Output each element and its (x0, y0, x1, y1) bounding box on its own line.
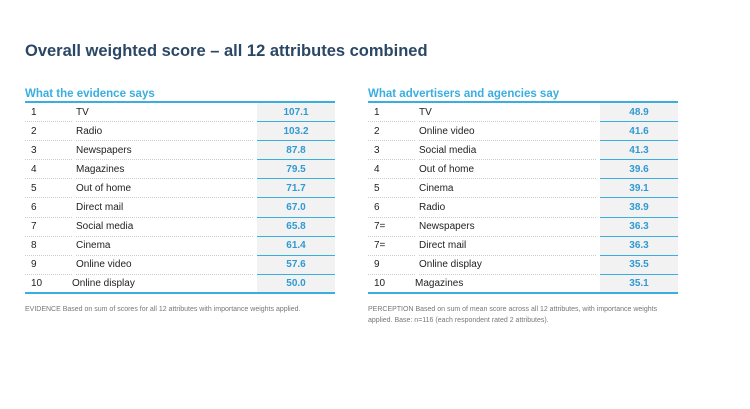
media-cell: Radio (419, 198, 596, 218)
rank-cell: 6 (368, 198, 415, 218)
rank-cell: 7= (368, 237, 415, 256)
score-cell: 50.0 (257, 274, 335, 294)
score-cell: 103.2 (257, 122, 335, 142)
table-row: 10 Online display 50.0 (25, 274, 335, 294)
perception-table: 1 TV 48.9 2 Online video 41.6 3 Social media 41.… (368, 103, 678, 294)
score-cell: 65.8 (257, 217, 335, 237)
perception-heading: What advertisers and agencies say (368, 88, 678, 103)
score-cell: 61.4 (257, 236, 335, 256)
score-cell: 79.5 (257, 160, 335, 180)
score-cell: 36.3 (600, 217, 678, 237)
table-row: 6 Radio 38.9 (368, 198, 678, 218)
table-row: 7 Social media 65.8 (25, 217, 335, 237)
rank-cell: 9 (25, 256, 72, 275)
media-cell: Magazines (415, 275, 600, 294)
rank-cell: 10 (25, 275, 72, 294)
media-cell: TV (76, 103, 253, 123)
table-row: 1 TV 48.9 (368, 103, 678, 123)
table-row: 7= Newspapers 36.3 (368, 217, 678, 237)
media-cell: Out of home (419, 160, 596, 180)
media-cell: Radio (76, 122, 253, 142)
perception-panel: What advertisers and agencies say 1 TV 48.… (368, 88, 678, 326)
media-cell: Online video (419, 122, 596, 142)
table-row: 3 Newspapers 87.8 (25, 141, 335, 161)
rank-cell: 7= (368, 218, 415, 237)
score-cell: 39.6 (600, 160, 678, 180)
rank-cell: 6 (25, 198, 72, 218)
rank-cell: 1 (25, 103, 72, 123)
table-row: 3 Social media 41.3 (368, 141, 678, 161)
score-cell: 35.5 (600, 255, 678, 275)
media-cell: Online display (72, 275, 257, 294)
table-row: 5 Cinema 39.1 (368, 179, 678, 199)
rank-cell: 2 (368, 122, 415, 142)
media-cell: Magazines (76, 160, 253, 180)
table-row: 10 Magazines 35.1 (368, 274, 678, 294)
media-cell: Social media (419, 141, 596, 161)
rank-cell: 8 (25, 237, 72, 256)
score-cell: 87.8 (257, 141, 335, 161)
score-cell: 39.1 (600, 179, 678, 199)
table-row: 8 Cinema 61.4 (25, 236, 335, 256)
perception-note: PERCEPTION Based on sum of mean score ac… (368, 305, 658, 324)
score-cell: 57.6 (257, 255, 335, 275)
score-cell: 107.1 (257, 103, 335, 123)
media-cell: Online display (419, 256, 596, 275)
table-row: 4 Out of home 39.6 (368, 160, 678, 180)
score-cell: 41.3 (600, 141, 678, 161)
media-cell: TV (419, 103, 596, 123)
rank-cell: 4 (368, 160, 415, 180)
score-cell: 71.7 (257, 179, 335, 199)
media-cell: Newspapers (76, 141, 253, 161)
table-row: 1 TV 107.1 (25, 103, 335, 123)
table-row: 7= Direct mail 36.3 (368, 236, 678, 256)
rank-cell: 3 (25, 141, 72, 161)
rank-cell: 10 (368, 275, 415, 294)
evidence-table: 1 TV 107.1 2 Radio 103.2 3 Newspapers 87.8 4 Magaz… (25, 103, 335, 294)
table-row: 5 Out of home 71.7 (25, 179, 335, 199)
media-cell: Cinema (76, 237, 253, 256)
rank-cell: 1 (368, 103, 415, 123)
table-row: 9 Online video 57.6 (25, 255, 335, 275)
rank-cell: 7 (25, 218, 72, 237)
score-cell: 35.1 (600, 274, 678, 294)
table-row: 2 Online video 41.6 (368, 122, 678, 142)
table-row: 4 Magazines 79.5 (25, 160, 335, 180)
media-cell: Direct mail (76, 198, 253, 218)
table-row: 2 Radio 103.2 (25, 122, 335, 142)
score-cell: 38.9 (600, 198, 678, 218)
rank-cell: 5 (368, 179, 415, 199)
rank-cell: 2 (25, 122, 72, 142)
evidence-heading: What the evidence says (25, 88, 335, 103)
media-cell: Newspapers (419, 218, 596, 237)
media-cell: Online video (76, 256, 253, 275)
score-cell: 41.6 (600, 122, 678, 142)
page-title: Overall weighted score – all 12 attribut… (25, 42, 428, 60)
evidence-note: EVIDENCE Based on sum of scores for all … (25, 305, 301, 313)
media-cell: Out of home (76, 179, 253, 199)
score-cell: 36.3 (600, 236, 678, 256)
rank-cell: 5 (25, 179, 72, 199)
media-cell: Cinema (419, 179, 596, 199)
score-cell: 67.0 (257, 198, 335, 218)
rank-cell: 3 (368, 141, 415, 161)
media-cell: Social media (76, 218, 253, 237)
rank-cell: 4 (25, 160, 72, 180)
score-cell: 48.9 (600, 103, 678, 123)
rank-cell: 9 (368, 256, 415, 275)
table-row: 6 Direct mail 67.0 (25, 198, 335, 218)
media-cell: Direct mail (419, 237, 596, 256)
evidence-panel: What the evidence says 1 TV 107.1 2 Radio 103… (25, 88, 335, 315)
table-row: 9 Online display 35.5 (368, 255, 678, 275)
